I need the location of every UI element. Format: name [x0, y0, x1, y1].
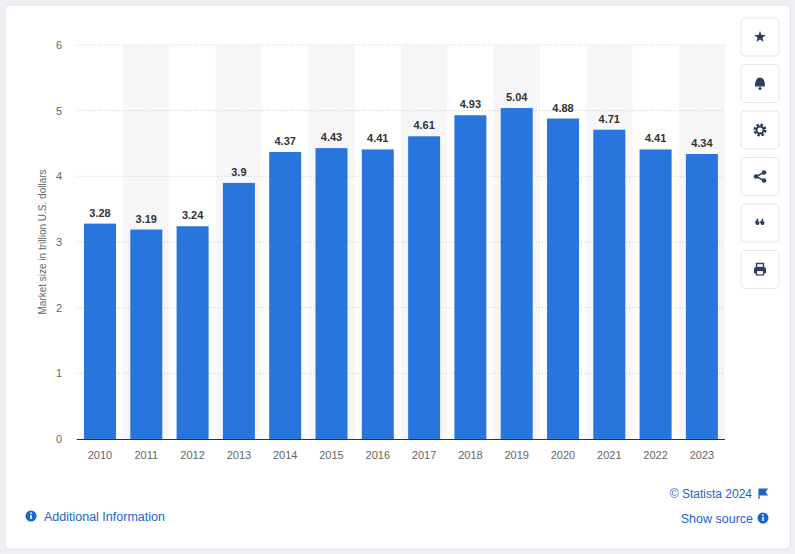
button-box	[741, 251, 779, 289]
data-label: 4.93	[460, 98, 481, 110]
grid-line	[77, 307, 725, 308]
bar	[316, 148, 348, 439]
show-source[interactable]: Show source	[681, 512, 753, 526]
data-label: 4.88	[552, 102, 573, 114]
data-label: 4.41	[645, 132, 666, 144]
share-dot	[762, 170, 767, 175]
x-tick-label: 2017	[412, 449, 436, 461]
data-label: 3.9	[231, 166, 246, 178]
x-tick-label: 2021	[597, 449, 621, 461]
data-label: 4.71	[599, 113, 620, 125]
x-tick-label: 2011	[134, 449, 158, 461]
x-tick-label: 2022	[643, 449, 667, 461]
x-tick-label: 2020	[551, 449, 575, 461]
grid-line	[77, 176, 725, 177]
x-tick-label: 2015	[319, 449, 343, 461]
bars	[84, 108, 718, 439]
info-icon-bar	[762, 517, 764, 521]
toolbar-button[interactable]	[741, 65, 779, 103]
toolbar-button[interactable]	[741, 251, 779, 289]
toolbar-button[interactable]	[741, 158, 779, 196]
share-dot	[754, 174, 759, 179]
info-icon-dot	[762, 514, 764, 516]
quote-tail	[756, 219, 759, 223]
y-tick-label: 3	[56, 236, 62, 248]
y-tick-label: 4	[56, 170, 62, 182]
card	[5, 5, 790, 549]
toolbar-button[interactable]	[741, 204, 779, 242]
bar	[84, 224, 116, 439]
toolbar-button[interactable]	[741, 18, 779, 56]
x-tick-label: 2010	[88, 449, 112, 461]
bar	[177, 226, 209, 439]
button-box	[741, 204, 779, 242]
bell-icon	[755, 78, 765, 87]
bar	[223, 183, 255, 439]
column-shade	[679, 45, 725, 439]
grid-line	[77, 242, 725, 243]
column-shade	[123, 45, 169, 439]
grid-line	[77, 110, 725, 111]
x-tick-label: 2014	[273, 449, 297, 461]
data-label: 4.34	[691, 137, 713, 149]
data-label: 4.37	[274, 135, 295, 147]
x-tick-label: 2012	[180, 449, 204, 461]
info-icon	[758, 513, 769, 524]
button-box	[741, 111, 779, 149]
bar	[547, 119, 579, 439]
x-tick-label: 2023	[690, 449, 714, 461]
data-label: 4.61	[413, 119, 434, 131]
bar	[640, 149, 672, 439]
bar	[408, 136, 440, 439]
copyright[interactable]: © Statista 2024	[670, 487, 753, 501]
bar	[593, 130, 625, 439]
bar	[454, 115, 486, 439]
page: 0 1 2 3 4 5 6 Market size in trillion U.S. doll…	[0, 0, 795, 554]
bar	[362, 149, 394, 439]
data-label: 4.43	[321, 131, 342, 143]
data-label: 3.28	[89, 207, 110, 219]
y-tick-label: 2	[56, 302, 62, 314]
info-icon-dot	[30, 512, 32, 514]
button-box	[741, 18, 779, 56]
flag-icon	[759, 489, 767, 499]
grid-line	[77, 45, 725, 46]
quote-tail	[761, 219, 764, 223]
data-label: 3.19	[136, 213, 157, 225]
x-axis-line	[77, 439, 725, 440]
grid-line	[77, 373, 725, 374]
x-tick-label: 2013	[227, 449, 251, 461]
column-shade	[216, 45, 262, 439]
bar	[686, 154, 718, 439]
button-box	[741, 158, 779, 196]
bar	[130, 230, 162, 439]
gear-icon	[755, 125, 765, 135]
data-label: 3.24	[182, 209, 204, 221]
y-tick-label: 0	[56, 433, 62, 445]
gear-ring	[757, 127, 764, 134]
bar	[269, 152, 301, 439]
chart-svg: 0 1 2 3 4 5 6 Market size in trillion U.S. doll…	[0, 0, 795, 554]
print-sheet	[757, 271, 764, 276]
x-tick-label: 2016	[366, 449, 390, 461]
x-tick-label: 2018	[458, 449, 482, 461]
data-label: 5.04	[506, 91, 528, 103]
y-axis-label: Market size in trillion U.S. dollars	[37, 169, 48, 314]
x-tick-label: 2019	[504, 449, 528, 461]
y-tick-label: 1	[56, 367, 62, 379]
share-dot	[762, 178, 767, 183]
star-icon	[754, 31, 765, 42]
y-tick-label: 5	[56, 105, 62, 117]
toolbar-button[interactable]	[741, 111, 779, 149]
button-box	[741, 65, 779, 103]
info-icon	[26, 511, 37, 522]
additional-information[interactable]: Additional Information	[44, 510, 165, 524]
bell-clapper	[758, 87, 761, 90]
y-tick-label: 6	[56, 39, 62, 51]
data-label: 4.41	[367, 132, 388, 144]
info-icon-bar	[30, 515, 32, 519]
print-paper	[757, 264, 764, 268]
bar	[501, 108, 533, 439]
